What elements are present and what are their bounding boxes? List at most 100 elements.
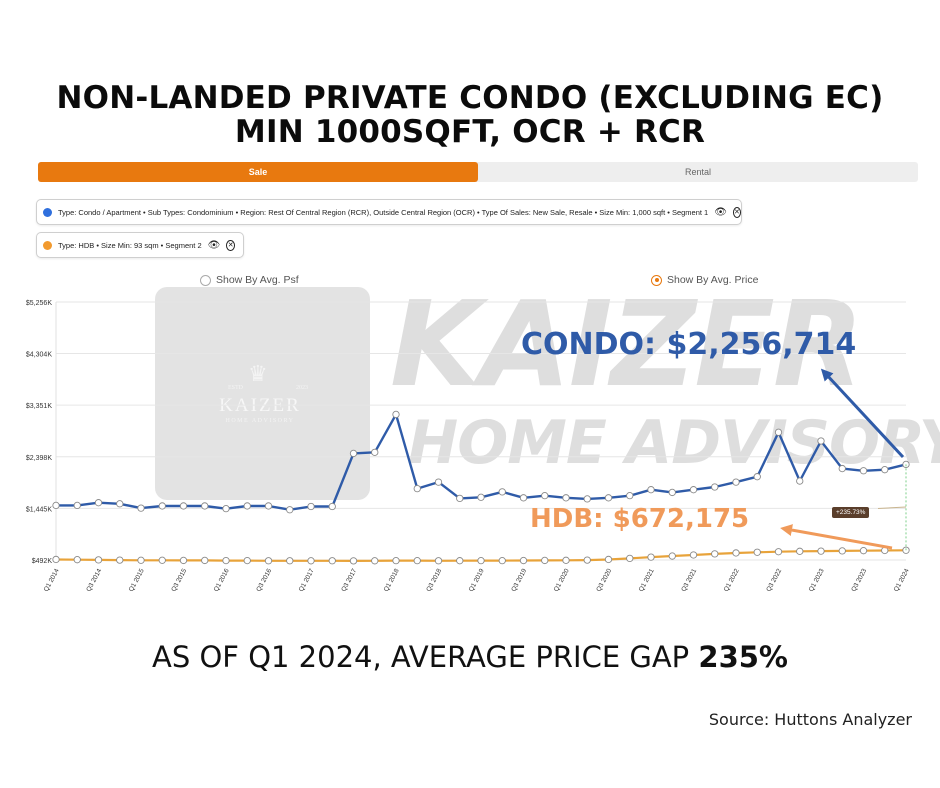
data-point-condo bbox=[73, 501, 81, 510]
segment-1-filter-chip[interactable]: Type: Condo / Apartment • Sub Types: Con… bbox=[36, 199, 742, 225]
data-point-condo bbox=[881, 466, 889, 474]
data-point-hdb bbox=[116, 556, 124, 564]
eye-icon[interactable]: 👁︎ bbox=[207, 239, 221, 251]
data-point-condo bbox=[838, 464, 846, 473]
data-point-condo bbox=[116, 500, 124, 508]
data-point-hdb bbox=[349, 557, 358, 565]
crown-icon: ♛ bbox=[248, 362, 268, 387]
data-point-condo bbox=[774, 428, 783, 436]
data-point-hdb bbox=[774, 548, 783, 556]
data-point-condo bbox=[137, 504, 145, 512]
x-tick-label: Q3 2020 bbox=[595, 567, 613, 593]
x-tick-label: Q1 2018 bbox=[383, 567, 401, 593]
data-point-condo bbox=[647, 486, 655, 494]
x-tick-label: Q3 2021 bbox=[680, 567, 698, 593]
gap-badge-leader bbox=[877, 506, 907, 509]
data-point-hdb bbox=[732, 549, 740, 557]
data-point-hdb bbox=[371, 557, 379, 565]
page-title-line-1: NON-LANDED PRIVATE CONDO (EXCLUDING EC) bbox=[56, 80, 884, 116]
data-point-condo bbox=[328, 502, 336, 511]
tab-rental[interactable]: Rental bbox=[684, 167, 711, 177]
radio-unselected-icon bbox=[200, 274, 211, 286]
x-tick-label: Q1 2022 bbox=[723, 567, 741, 593]
segment-2-filter-chip[interactable]: Type: HDB • Size Min: 93 sqm • Segment 2… bbox=[36, 232, 244, 258]
x-tick-label: Q1 2024 bbox=[893, 567, 911, 593]
data-point-hdb bbox=[286, 557, 294, 565]
data-point-condo bbox=[413, 484, 421, 493]
hdb-callout-arrow bbox=[780, 524, 893, 550]
data-point-condo bbox=[201, 502, 209, 510]
tab-sale[interactable]: Sale bbox=[38, 162, 478, 182]
data-point-condo bbox=[307, 502, 315, 511]
data-point-hdb bbox=[498, 556, 506, 565]
data-point-hdb bbox=[647, 553, 655, 561]
data-point-condo bbox=[689, 486, 698, 494]
data-point-hdb bbox=[796, 547, 804, 555]
data-point-hdb bbox=[392, 556, 400, 565]
condo-callout-arrow bbox=[820, 368, 905, 459]
data-point-hdb bbox=[668, 552, 676, 560]
hdb-price-callout: HDB: $672,175 bbox=[530, 504, 750, 534]
data-point-condo bbox=[222, 505, 230, 513]
close-icon[interactable]: ✕ bbox=[226, 239, 235, 251]
data-point-condo bbox=[498, 488, 506, 496]
sale-rental-tabs: Sale Rental bbox=[38, 162, 918, 182]
eye-icon[interactable]: 👁︎ bbox=[714, 206, 727, 218]
data-point-hdb bbox=[137, 556, 145, 564]
data-point-condo bbox=[562, 494, 570, 502]
data-point-hdb bbox=[201, 556, 209, 565]
y-tick-label: $2,398K bbox=[26, 455, 52, 462]
data-point-condo bbox=[583, 495, 591, 503]
data-point-hdb bbox=[222, 556, 230, 565]
data-point-hdb bbox=[307, 557, 315, 565]
data-point-hdb bbox=[817, 547, 825, 555]
page-title-line-2: MIN 1000SQFT, OCR + RCR bbox=[234, 114, 706, 150]
show-by-avg-psf-label: Show By Avg. Psf bbox=[216, 274, 299, 286]
data-point-hdb bbox=[562, 556, 570, 564]
watermark-big-brand: KAIZER bbox=[390, 275, 864, 413]
radio-selected-icon bbox=[651, 274, 662, 286]
x-tick-label: Q1 2014 bbox=[43, 567, 61, 593]
x-tick-label: Q3 2014 bbox=[85, 567, 103, 593]
data-point-hdb bbox=[94, 556, 103, 564]
data-point-hdb bbox=[328, 557, 336, 565]
x-tick-label: Q1 2020 bbox=[553, 567, 571, 593]
data-point-condo bbox=[711, 483, 719, 491]
data-point-condo bbox=[541, 492, 549, 500]
data-point-condo bbox=[519, 494, 528, 502]
close-icon[interactable]: ✕ bbox=[732, 206, 741, 218]
x-tick-label: Q3 2019 bbox=[510, 567, 528, 593]
summary-value: 235% bbox=[698, 640, 788, 674]
data-point-condo bbox=[94, 499, 103, 507]
data-point-hdb bbox=[73, 556, 81, 564]
watermark-logo-box bbox=[155, 287, 370, 500]
summary-text: AS OF Q1 2024, AVERAGE PRICE GAP 235% bbox=[0, 640, 940, 674]
data-point-condo bbox=[817, 437, 825, 445]
watermark-est: ESTD 2023 bbox=[228, 385, 308, 391]
data-point-condo bbox=[456, 494, 464, 503]
x-tick-label: Q3 2023 bbox=[850, 567, 868, 593]
y-tick-label: $1,445K bbox=[26, 506, 52, 513]
data-point-condo bbox=[52, 501, 60, 510]
data-point-condo bbox=[732, 478, 740, 486]
data-point-hdb bbox=[711, 550, 719, 558]
x-tick-label: Q1 2015 bbox=[128, 567, 146, 593]
data-point-condo bbox=[179, 502, 188, 510]
segment-1-color-dot bbox=[43, 207, 52, 217]
source-credit: Source: Huttons Analyzer bbox=[708, 710, 912, 729]
data-point-condo bbox=[158, 502, 166, 510]
data-point-hdb bbox=[689, 551, 698, 559]
show-by-avg-psf-radio[interactable]: Show By Avg. Psf bbox=[200, 274, 299, 286]
data-point-condo bbox=[668, 488, 676, 497]
data-point-hdb bbox=[604, 555, 613, 564]
price-gap-badge: +235.73% bbox=[832, 507, 870, 518]
data-point-condo bbox=[753, 473, 761, 481]
x-tick-label: Q1 2017 bbox=[298, 567, 316, 593]
data-point-hdb bbox=[413, 556, 421, 565]
x-tick-label: Q1 2019 bbox=[468, 567, 486, 593]
segment-1-filter-text: Type: Condo / Apartment • Sub Types: Con… bbox=[58, 207, 709, 217]
price-line-chart: $492K $1,445K $2,398K $3,351K $4,304K $5,256K… bbox=[26, 300, 911, 593]
show-by-avg-price-radio[interactable]: Show By Avg. Price bbox=[651, 274, 758, 286]
x-tick-label: Q3 2015 bbox=[170, 567, 188, 593]
data-point-condo bbox=[286, 506, 294, 514]
